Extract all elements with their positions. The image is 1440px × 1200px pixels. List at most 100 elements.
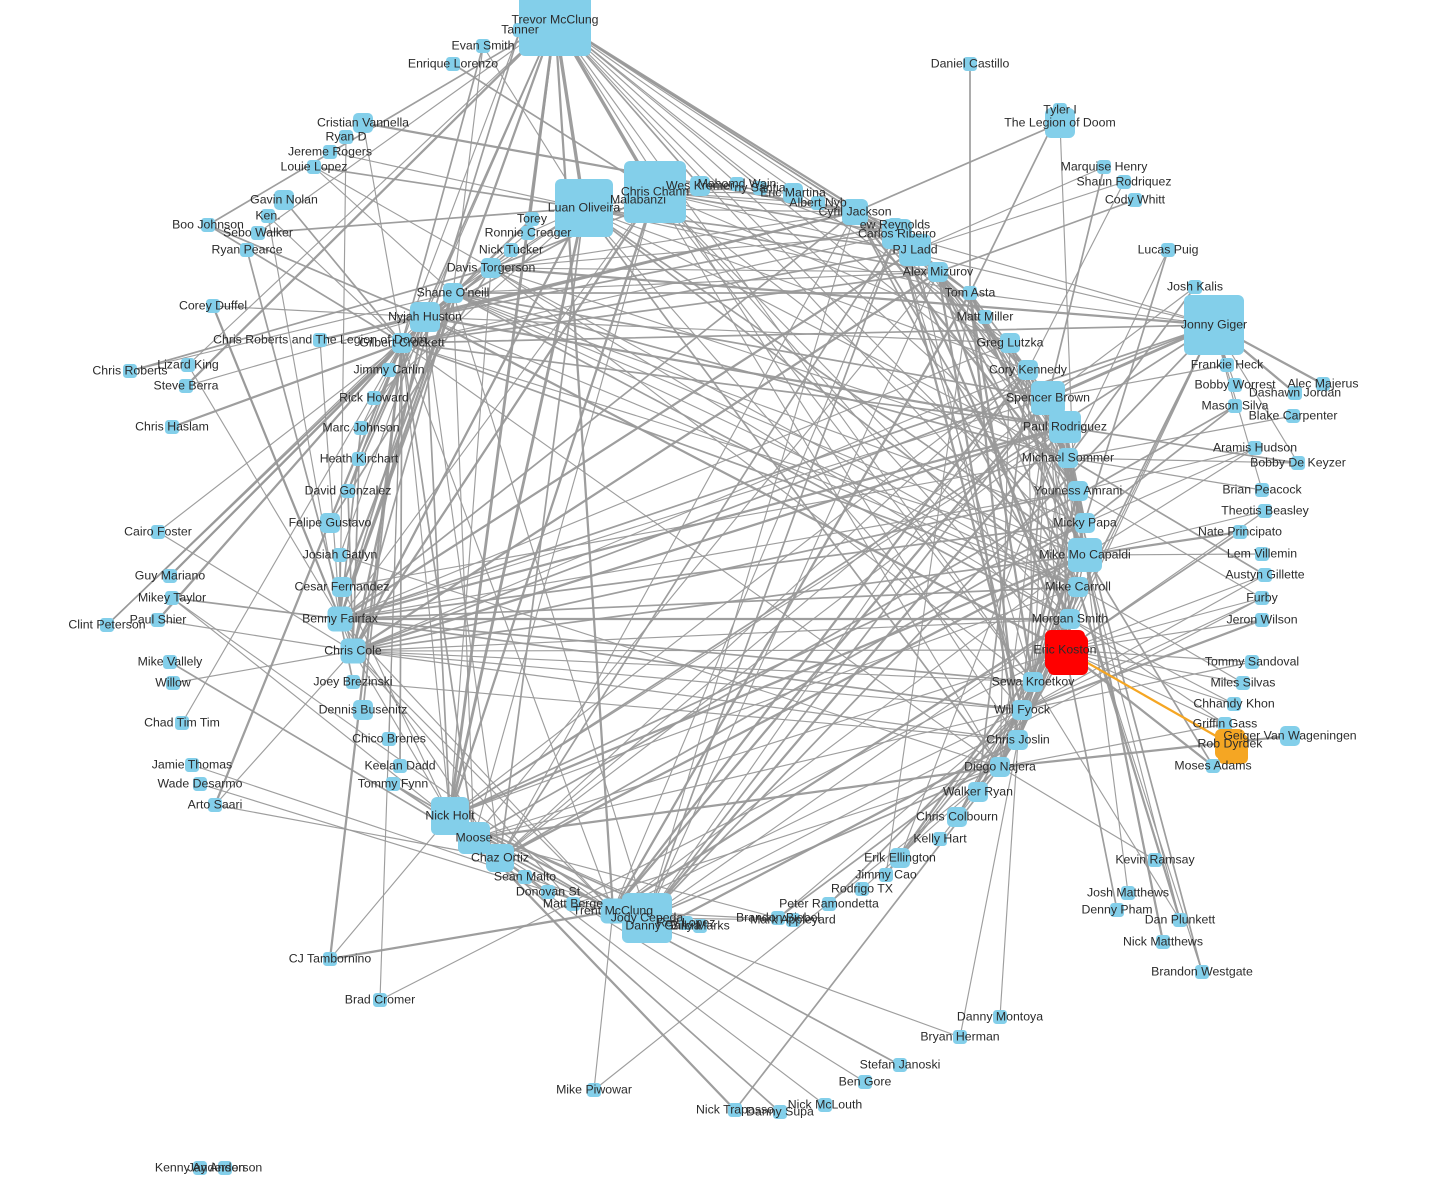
svg-text:Erik Ellington: Erik Ellington: [864, 851, 936, 865]
svg-text:Kevin Ramsay: Kevin Ramsay: [1115, 853, 1195, 867]
svg-text:Brandon Biebel: Brandon Biebel: [736, 911, 820, 925]
svg-text:Gavin Nolan: Gavin Nolan: [250, 193, 318, 207]
svg-text:Billy Marks: Billy Marks: [670, 919, 729, 933]
svg-text:Morgan Smith: Morgan Smith: [1032, 612, 1109, 626]
svg-text:Louie Lopez: Louie Lopez: [280, 160, 347, 174]
svg-text:Tyler I: Tyler I: [1043, 103, 1076, 117]
svg-text:Lizard King: Lizard King: [157, 358, 219, 372]
svg-text:Nick Tucker: Nick Tucker: [479, 243, 543, 257]
svg-text:Diego Najera: Diego Najera: [964, 760, 1036, 774]
svg-text:Jay Anderson: Jay Anderson: [188, 1161, 263, 1175]
svg-text:Benny Fairfax: Benny Fairfax: [302, 612, 379, 626]
svg-text:The Legion of Doom: The Legion of Doom: [1004, 116, 1115, 130]
svg-text:Chaz Ortiz: Chaz Ortiz: [471, 851, 529, 865]
svg-text:Chris Haslam: Chris Haslam: [135, 420, 209, 434]
svg-text:Felipe Gustavo: Felipe Gustavo: [289, 516, 372, 530]
svg-text:CJ Tambornino: CJ Tambornino: [289, 952, 372, 966]
svg-text:Greg Lutzka: Greg Lutzka: [977, 336, 1044, 350]
svg-text:Moses Adams: Moses Adams: [1174, 759, 1251, 773]
svg-text:Corey Duffel: Corey Duffel: [179, 299, 247, 313]
svg-text:Chris Cole: Chris Cole: [324, 644, 382, 658]
svg-text:Chico Brenes: Chico Brenes: [352, 732, 426, 746]
svg-text:Dan Plunkett: Dan Plunkett: [1145, 913, 1216, 927]
svg-text:Mike Vallely: Mike Vallely: [138, 655, 204, 669]
svg-text:Blake Carpenter: Blake Carpenter: [1249, 409, 1338, 423]
svg-text:Austyn Gillette: Austyn Gillette: [1225, 568, 1304, 582]
svg-text:Heath Kirchart: Heath Kirchart: [320, 452, 399, 466]
svg-text:Nate Principato: Nate Principato: [1198, 525, 1282, 539]
svg-text:Miles Silvas: Miles Silvas: [1211, 676, 1276, 690]
svg-text:Marc Johnson: Marc Johnson: [322, 421, 399, 435]
svg-text:Mike Carroll: Mike Carroll: [1045, 580, 1111, 594]
svg-text:Tommy Fynn: Tommy Fynn: [358, 777, 429, 791]
svg-text:Carlos Ribeiro: Carlos Ribeiro: [858, 227, 936, 241]
svg-text:Cyril Jackson: Cyril Jackson: [818, 205, 891, 219]
svg-text:Mikey Taylor: Mikey Taylor: [138, 591, 206, 605]
svg-text:Chhandy Khon: Chhandy Khon: [1193, 697, 1275, 711]
svg-text:Davis Torgerson: Davis Torgerson: [447, 261, 536, 275]
svg-text:Ryan Pearce: Ryan Pearce: [211, 243, 282, 257]
svg-text:Shaun Rodriquez: Shaun Rodriquez: [1076, 175, 1171, 189]
svg-text:Nick McLouth: Nick McLouth: [788, 1098, 863, 1112]
svg-text:Moose: Moose: [456, 831, 493, 845]
svg-text:Enrique Lorenzo: Enrique Lorenzo: [408, 57, 498, 71]
svg-text:Peter Ramondetta: Peter Ramondetta: [779, 897, 879, 911]
svg-text:Rodrigo TX: Rodrigo TX: [831, 882, 893, 896]
svg-text:Nick Matthews: Nick Matthews: [1123, 935, 1203, 949]
svg-text:Eric Koston: Eric Koston: [1034, 643, 1097, 657]
svg-text:Jeron Wilson: Jeron Wilson: [1226, 613, 1297, 627]
svg-text:Steve Berra: Steve Berra: [154, 379, 219, 393]
svg-text:Brandon Westgate: Brandon Westgate: [1151, 965, 1253, 979]
svg-text:Bobby De Keyzer: Bobby De Keyzer: [1250, 456, 1346, 470]
svg-text:Kelly Hart: Kelly Hart: [913, 832, 967, 846]
svg-text:Jimmy Carlin: Jimmy Carlin: [353, 363, 424, 377]
svg-text:Gilbert Crockett: Gilbert Crockett: [359, 336, 445, 350]
svg-text:Frankie Heck: Frankie Heck: [1191, 358, 1264, 372]
svg-text:Daniel Castillo: Daniel Castillo: [931, 57, 1010, 71]
svg-text:Matt Miller: Matt Miller: [957, 310, 1014, 324]
svg-text:Lucas Puig: Lucas Puig: [1138, 243, 1199, 257]
svg-text:Michael Sommer: Michael Sommer: [1022, 451, 1114, 465]
svg-text:Denny Pham: Denny Pham: [1081, 903, 1152, 917]
svg-text:Cesar Fernandez: Cesar Fernandez: [294, 580, 389, 594]
svg-text:Rob Dyrdek: Rob Dyrdek: [1198, 737, 1264, 751]
svg-text:Spencer Brown: Spencer Brown: [1006, 391, 1090, 405]
svg-text:Mike Mo Capaldi: Mike Mo Capaldi: [1039, 548, 1131, 562]
svg-text:Nyjah Huston: Nyjah Huston: [388, 310, 462, 324]
svg-text:Malabanzi: Malabanzi: [610, 193, 666, 207]
svg-text:Ken.: Ken.: [255, 209, 280, 223]
svg-text:Brian Peacock: Brian Peacock: [1222, 483, 1302, 497]
svg-text:Josiah Gatlyn: Josiah Gatlyn: [303, 548, 378, 562]
svg-text:Lem Villemin: Lem Villemin: [1227, 547, 1297, 561]
svg-text:Micky Papa: Micky Papa: [1053, 516, 1117, 530]
svg-text:Chris Joslin: Chris Joslin: [986, 733, 1050, 747]
svg-text:Walker Ryan: Walker Ryan: [943, 785, 1013, 799]
svg-text:Jimmy Cao: Jimmy Cao: [855, 868, 917, 882]
svg-text:Torey: Torey: [517, 212, 548, 226]
svg-text:PJ Ladd: PJ Ladd: [892, 243, 937, 257]
svg-text:Youness Amrani: Youness Amrani: [1034, 484, 1122, 498]
svg-text:Alex Mizurov: Alex Mizurov: [903, 265, 974, 279]
svg-text:Arto Saari: Arto Saari: [188, 798, 243, 812]
svg-text:Dennis Busenitz: Dennis Busenitz: [319, 703, 408, 717]
svg-text:Jonny Giger: Jonny Giger: [1181, 318, 1247, 332]
svg-text:Tom Asta: Tom Asta: [945, 286, 996, 300]
svg-text:Willow: Willow: [155, 676, 191, 690]
svg-text:Danny Montoya: Danny Montoya: [957, 1010, 1043, 1024]
svg-text:Mike Piwowar: Mike Piwowar: [556, 1083, 632, 1097]
svg-text:Tommy Sandoval: Tommy Sandoval: [1205, 655, 1299, 669]
svg-text:Aramis Hudson: Aramis Hudson: [1213, 441, 1297, 455]
svg-text:Cory Kennedy: Cory Kennedy: [989, 363, 1068, 377]
svg-text:Chad Tim Tim: Chad Tim Tim: [144, 716, 220, 730]
svg-text:Stefan Janoski: Stefan Janoski: [860, 1058, 941, 1072]
svg-text:Ben Gore: Ben Gore: [839, 1075, 892, 1089]
svg-text:Paul Rodriguez: Paul Rodriguez: [1023, 420, 1107, 434]
svg-text:Brad Cromer: Brad Cromer: [345, 993, 415, 1007]
svg-text:Marquise Henry: Marquise Henry: [1061, 160, 1149, 174]
svg-text:Jamie Thomas: Jamie Thomas: [152, 758, 232, 772]
svg-text:Keelan Dadd: Keelan Dadd: [364, 759, 435, 773]
svg-text:Nick Holt: Nick Holt: [425, 809, 475, 823]
svg-text:Cody Whitt: Cody Whitt: [1105, 193, 1166, 207]
svg-text:Theotis Beasley: Theotis Beasley: [1221, 504, 1309, 518]
svg-text:Jereme Rogers: Jereme Rogers: [288, 145, 372, 159]
